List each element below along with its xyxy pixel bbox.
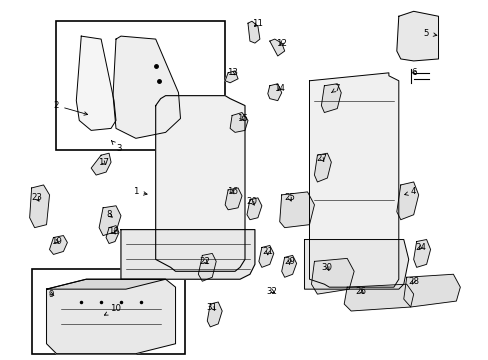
Polygon shape [269,39,284,56]
Polygon shape [198,255,216,281]
Text: 22: 22 [200,257,210,266]
Text: 17: 17 [98,158,108,167]
Polygon shape [403,274,459,307]
Polygon shape [46,279,175,354]
Text: 10: 10 [104,305,121,315]
Polygon shape [246,198,262,220]
Polygon shape [76,36,116,130]
Text: 24: 24 [414,243,425,252]
Text: 28: 28 [407,277,418,286]
Text: 26: 26 [355,287,366,296]
Polygon shape [413,239,429,267]
Polygon shape [207,302,222,327]
Text: 8: 8 [106,210,112,219]
Bar [56,21,224,150]
Polygon shape [279,192,314,228]
Polygon shape [224,188,242,210]
Polygon shape [30,185,49,228]
Polygon shape [99,206,121,235]
Text: 31: 31 [206,302,217,311]
Text: 18: 18 [107,227,118,236]
Text: 2: 2 [54,101,87,115]
Text: 9: 9 [49,289,54,298]
Polygon shape [121,230,254,279]
Text: 7: 7 [331,84,339,93]
Polygon shape [311,258,353,294]
Polygon shape [91,153,111,175]
Polygon shape [113,36,180,138]
Text: 21: 21 [262,247,273,256]
Polygon shape [281,255,296,277]
Polygon shape [304,239,408,289]
Text: 15: 15 [236,114,247,123]
Polygon shape [230,113,247,132]
Text: 12: 12 [276,39,286,48]
Text: 14: 14 [274,84,285,93]
Text: 16: 16 [226,188,237,197]
Text: 23: 23 [31,193,42,202]
Bar [32,269,185,354]
Text: 30: 30 [321,263,332,272]
Polygon shape [396,11,438,61]
Polygon shape [155,96,244,271]
Text: 1: 1 [133,188,147,197]
Text: 25: 25 [284,193,295,202]
Polygon shape [309,73,398,287]
Polygon shape [396,182,418,220]
Text: 27: 27 [315,154,326,163]
Polygon shape [258,246,273,267]
Text: 5: 5 [423,29,436,38]
Text: 13: 13 [226,68,237,77]
Polygon shape [267,84,281,100]
Text: 20: 20 [246,197,257,206]
Text: 4: 4 [404,188,416,197]
Polygon shape [46,279,165,289]
Text: 29: 29 [284,257,294,266]
Polygon shape [224,71,238,83]
Polygon shape [49,235,67,255]
Text: 19: 19 [51,237,62,246]
Polygon shape [106,226,119,243]
Polygon shape [344,284,413,311]
Text: 6: 6 [410,68,416,77]
Text: 3: 3 [111,141,122,153]
Text: 11: 11 [252,19,263,28]
Polygon shape [321,84,341,113]
Polygon shape [314,153,331,182]
Polygon shape [247,21,259,43]
Text: 32: 32 [266,287,277,296]
